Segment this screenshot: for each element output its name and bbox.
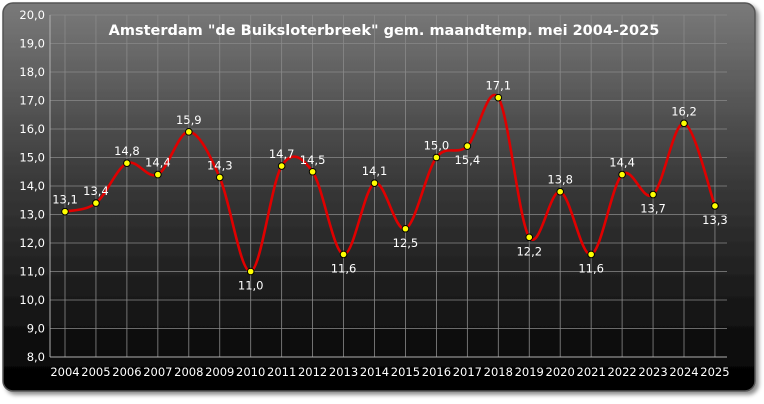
- data-point: [587, 250, 595, 259]
- data-label: 14,4: [145, 156, 171, 170]
- x-tick-label: 2004: [50, 365, 79, 379]
- x-tick-label: 2021: [577, 365, 606, 379]
- data-point: [215, 173, 224, 182]
- data-point: [339, 250, 348, 259]
- y-tick-label: 9,0: [27, 322, 45, 336]
- x-tick-label: 2009: [205, 365, 234, 379]
- data-point: [308, 167, 317, 176]
- y-tick-label: 10,0: [19, 293, 45, 307]
- data-point: [154, 170, 162, 179]
- data-point: [185, 128, 193, 136]
- y-tick-label: 15,0: [19, 151, 45, 165]
- data-labels: 13,1 13,4 14,8 14,4 15,9 14,3 11,0 14,7 14,5 11,6…: [52, 79, 728, 293]
- y-tick-label: 18,0: [19, 65, 45, 79]
- data-point: [649, 190, 657, 199]
- data-label: 13,4: [83, 184, 109, 198]
- data-label: 15,0: [424, 139, 450, 153]
- x-tick-label: 2017: [453, 365, 482, 379]
- data-label: 11,6: [331, 261, 357, 275]
- data-label: 11,0: [238, 279, 264, 293]
- x-tick-label: 2024: [669, 365, 698, 379]
- x-tick-label: 2007: [143, 365, 172, 379]
- data-label: 12,2: [516, 244, 542, 258]
- data-point: [370, 179, 379, 187]
- data-point: [92, 199, 100, 207]
- data-point: [711, 202, 719, 210]
- y-tick-label: 14,0: [19, 179, 45, 193]
- data-label: 15,9: [176, 113, 202, 127]
- data-label: 12,5: [393, 236, 419, 250]
- data-point: [277, 162, 286, 170]
- x-tick-label: 2012: [298, 365, 327, 379]
- data-point: [432, 153, 441, 162]
- y-tick-label: 17,0: [19, 94, 45, 108]
- x-tick-label: 2023: [638, 365, 667, 379]
- data-point: [61, 207, 69, 216]
- data-label: 11,6: [578, 261, 604, 275]
- series-markers: [61, 93, 719, 276]
- x-tick-label: 2010: [236, 365, 265, 379]
- x-tick-label: 2008: [174, 365, 203, 379]
- data-point: [246, 267, 255, 276]
- y-tick-label: 20,0: [19, 8, 45, 22]
- data-point: [525, 233, 534, 242]
- y-tick-label: 16,0: [19, 122, 45, 136]
- y-tick-label: 13,0: [19, 208, 45, 222]
- x-tick-label: 2013: [329, 365, 358, 379]
- x-tick-label: 2025: [700, 365, 729, 379]
- data-point: [680, 119, 688, 128]
- chart-title: Amsterdam "de Buiksloterbreek" gem. maan…: [109, 23, 660, 39]
- data-label: 13,7: [640, 202, 666, 216]
- data-label: 15,4: [455, 153, 481, 167]
- x-tick-label: 2016: [422, 365, 451, 379]
- data-label: 14,4: [609, 156, 635, 170]
- x-tick-label: 2020: [546, 365, 575, 379]
- data-point: [463, 142, 472, 150]
- data-label: 14,5: [300, 153, 326, 167]
- data-label: 14,1: [362, 164, 388, 178]
- y-tick-label: 19,0: [19, 37, 45, 51]
- y-tick-label: 12,0: [19, 236, 45, 250]
- data-point: [123, 159, 131, 167]
- x-tick-label: 2014: [360, 365, 389, 379]
- data-point: [401, 224, 410, 233]
- data-label: 17,1: [485, 79, 511, 93]
- grid: [50, 14, 727, 358]
- chart-background: [2, 2, 756, 392]
- y-tick-label: 8,0: [27, 350, 45, 364]
- data-label: 14,8: [114, 144, 140, 158]
- axes: 8,0 9,0 10,0 11,0 12,0 13,0 14,0 15,0 16,0 17,0 18…: [19, 8, 729, 379]
- data-label: 16,2: [671, 104, 697, 118]
- x-tick-label: 2005: [81, 365, 110, 379]
- data-point: [556, 187, 565, 196]
- x-tick-label: 2018: [484, 365, 513, 379]
- x-tick-label: 2011: [267, 365, 296, 379]
- data-point: [494, 93, 503, 102]
- x-tick-label: 2006: [112, 365, 141, 379]
- data-point: [618, 170, 626, 179]
- x-tick-label: 2019: [515, 365, 544, 379]
- x-tick-label: 2015: [391, 365, 420, 379]
- data-label: 14,3: [207, 158, 233, 172]
- data-label: 14,7: [269, 147, 295, 161]
- data-label: 13,8: [547, 173, 573, 187]
- x-tick-label: 2022: [607, 365, 636, 379]
- data-label: 13,3: [702, 213, 728, 227]
- y-tick-label: 11,0: [19, 265, 45, 279]
- data-label: 13,1: [52, 193, 78, 207]
